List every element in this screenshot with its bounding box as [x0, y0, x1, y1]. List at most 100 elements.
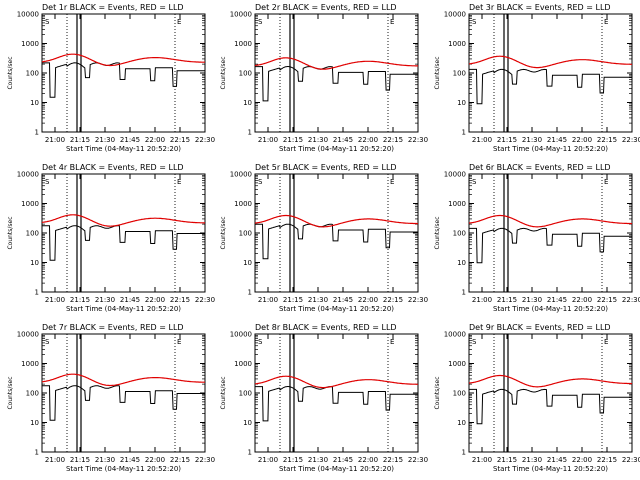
x-tick-label: 22:30	[408, 136, 428, 144]
x-tick-label: 21:45	[120, 296, 140, 304]
lld-series-line	[42, 373, 205, 387]
x-tick-label: 21:15	[283, 456, 303, 464]
x-tick-label: 22:30	[622, 296, 640, 304]
x-tick-label: 21:45	[333, 296, 353, 304]
y-tick-label: 10000	[17, 171, 39, 179]
detector-panel-7: Det 7r BLACK = Events, RED = LLD 1 10 100 10…	[0, 320, 215, 480]
x-tick-label: 21:00	[258, 296, 278, 304]
y-tick-label: 1	[35, 129, 39, 137]
x-axis-title: Start Time (04-May-11 20:52:20)	[66, 305, 181, 313]
x-tick-label: 21:45	[547, 296, 567, 304]
y-tick-label: 10000	[444, 11, 466, 19]
detector-panel-3: Det 3r BLACK = Events, RED = LLD 1 10 100 10…	[427, 0, 640, 160]
x-tick-label: 21:30	[95, 456, 115, 464]
y-tick-label: 10	[30, 419, 39, 427]
y-tick-label: 10	[30, 99, 39, 107]
x-axis-title: Start Time (04-May-11 20:52:20)	[493, 465, 608, 473]
x-tick-label: 21:45	[333, 456, 353, 464]
y-tick-label: 100	[453, 70, 466, 78]
detector-chart-2: Det 2r BLACK = Events, RED = LLD 1 10 100 10…	[220, 3, 428, 153]
x-tick-label: 21:15	[283, 136, 303, 144]
start-marker-label: S	[472, 178, 477, 186]
y-tick-label: 100	[26, 230, 39, 238]
x-axis-title: Start Time (04-May-11 20:52:20)	[493, 145, 608, 153]
plot-frame	[254, 333, 419, 453]
detector-chart-5: Det 5r BLACK = Events, RED = LLD 1 10 100 10…	[220, 163, 428, 313]
events-series-line	[255, 223, 418, 260]
x-tick-label: 22:00	[358, 136, 378, 144]
y-tick-label: 1000	[448, 40, 466, 48]
y-tick-label: 1	[462, 449, 466, 457]
x-tick-label: 21:15	[70, 136, 90, 144]
events-series-line	[42, 62, 205, 98]
x-tick-label: 22:30	[195, 456, 215, 464]
start-marker-label: S	[45, 18, 50, 26]
panel-title: Det 8r BLACK = Events, RED = LLD	[255, 323, 397, 332]
panel-title: Det 2r BLACK = Events, RED = LLD	[255, 3, 397, 12]
x-tick-label: 21:15	[283, 296, 303, 304]
panel-title: Det 3r BLACK = Events, RED = LLD	[469, 3, 611, 12]
x-tick-label: 22:15	[597, 296, 617, 304]
panel-title: Det 1r BLACK = Events, RED = LLD	[42, 3, 184, 12]
y-tick-label: 1	[35, 289, 39, 297]
x-tick-label: 21:00	[472, 136, 492, 144]
y-tick-label: 1000	[448, 200, 466, 208]
plot-frame	[254, 173, 419, 293]
x-tick-label: 22:30	[195, 136, 215, 144]
y-axis-title: Counts/sec	[220, 216, 227, 249]
y-axis-title: Counts/sec	[7, 56, 14, 89]
x-tick-label: 21:30	[95, 296, 115, 304]
end-marker-label: E	[177, 178, 181, 186]
x-tick-label: 22:00	[358, 296, 378, 304]
x-tick-label: 21:15	[497, 456, 517, 464]
x-tick-label: 22:15	[383, 456, 403, 464]
y-tick-label: 100	[239, 70, 252, 78]
x-tick-label: 22:00	[145, 136, 165, 144]
y-tick-label: 1000	[234, 360, 252, 368]
y-tick-label: 1000	[21, 40, 39, 48]
start-marker-label: S	[45, 338, 50, 346]
x-tick-label: 22:15	[170, 456, 190, 464]
plot-frame	[468, 333, 633, 453]
x-tick-label: 22:15	[383, 136, 403, 144]
detector-panel-8: Det 8r BLACK = Events, RED = LLD 1 10 100 10…	[213, 320, 428, 480]
y-axis-title: Counts/sec	[434, 216, 441, 249]
end-marker-label: E	[390, 338, 394, 346]
y-tick-label: 10	[457, 259, 466, 267]
panel-title: Det 4r BLACK = Events, RED = LLD	[42, 163, 184, 172]
events-series-line	[255, 386, 418, 422]
y-tick-label: 10	[457, 419, 466, 427]
x-tick-label: 21:30	[308, 456, 328, 464]
x-tick-label: 21:00	[258, 456, 278, 464]
x-tick-label: 21:30	[522, 136, 542, 144]
y-tick-label: 1	[35, 449, 39, 457]
x-tick-label: 22:15	[170, 296, 190, 304]
y-tick-label: 1000	[234, 40, 252, 48]
detector-chart-4: Det 4r BLACK = Events, RED = LLD 1 10 100 10…	[7, 163, 215, 313]
x-tick-label: 21:00	[472, 296, 492, 304]
panel-title: Det 6r BLACK = Events, RED = LLD	[469, 163, 611, 172]
y-tick-label: 10000	[17, 331, 39, 339]
events-series-line	[469, 68, 632, 105]
events-series-line	[255, 66, 418, 102]
y-tick-label: 100	[239, 390, 252, 398]
end-marker-label: E	[390, 178, 394, 186]
y-tick-label: 100	[239, 230, 252, 238]
panel-title: Det 5r BLACK = Events, RED = LLD	[255, 163, 397, 172]
panel-title: Det 7r BLACK = Events, RED = LLD	[42, 323, 184, 332]
x-tick-label: 21:45	[547, 456, 567, 464]
detector-chart-7: Det 7r BLACK = Events, RED = LLD 1 10 100 10…	[7, 323, 215, 473]
y-tick-label: 10000	[230, 11, 252, 19]
start-marker-label: S	[258, 178, 263, 186]
x-tick-label: 21:15	[70, 296, 90, 304]
lld-series-line	[255, 57, 418, 70]
y-tick-label: 1	[248, 449, 252, 457]
x-axis-title: Start Time (04-May-11 20:52:20)	[66, 145, 181, 153]
x-tick-label: 21:45	[120, 456, 140, 464]
start-marker-label: S	[472, 338, 477, 346]
lld-series-line	[468, 214, 632, 228]
x-tick-label: 21:45	[333, 136, 353, 144]
detector-chart-8: Det 8r BLACK = Events, RED = LLD 1 10 100 10…	[220, 323, 428, 473]
lld-series-line	[255, 375, 418, 389]
plot-frame	[468, 173, 633, 293]
